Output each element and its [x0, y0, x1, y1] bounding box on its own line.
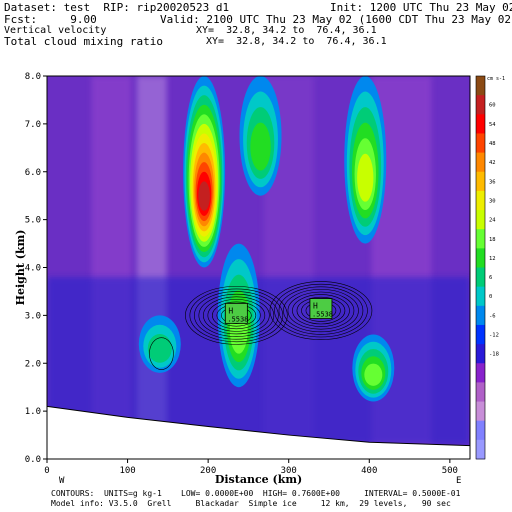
- colorbar-tick-label: 0: [489, 294, 492, 300]
- colorbar-tick-label: 36: [489, 179, 496, 185]
- colorbar-swatch: [476, 248, 485, 268]
- valid-time: Valid: 2100 UTC Thu 23 May 02 (1600 CDT …: [160, 13, 512, 26]
- cloud-contour: [278, 286, 364, 335]
- updraft-core-4: [367, 370, 380, 383]
- cloud-contour: [292, 294, 350, 327]
- cloud-contour: [212, 301, 261, 330]
- y-tick-label: 1.0: [25, 407, 41, 417]
- colorbar-tick-label: 18: [489, 237, 496, 243]
- cloud-contour: [283, 289, 359, 333]
- y-axis-label: Height (km): [14, 230, 27, 306]
- cloud-contour: [194, 291, 279, 340]
- cloud-max-box: [224, 302, 248, 324]
- colorbar-tick-label: -12: [489, 333, 499, 339]
- colorbar-swatch: [476, 152, 485, 173]
- colorbar-tick-label: 6: [489, 275, 492, 281]
- colorbar-tick-label: 30: [489, 198, 496, 204]
- cloud-contour: [296, 296, 346, 325]
- colorbar-swatch: [476, 420, 485, 441]
- colorbar-tick-label: -6: [489, 313, 496, 319]
- y-tick-label: 0.0: [25, 455, 41, 465]
- y-tick-label: 2.0: [25, 359, 41, 369]
- colorbar-swatch: [476, 229, 485, 249]
- x-tick-label: 500: [442, 466, 458, 476]
- cloud-contour: [185, 286, 288, 345]
- cloud-contour: [198, 293, 275, 337]
- cloud-max-value-1: .5538: [227, 315, 248, 323]
- updraft-core-0: [199, 190, 209, 206]
- colorbar-swatch: [476, 305, 485, 326]
- x-tick-label: 200: [200, 466, 216, 476]
- colorbar-swatch: [476, 382, 485, 403]
- colorbar-swatch: [476, 344, 485, 364]
- colorbar-swatch: [476, 363, 485, 383]
- east-end-label: E: [456, 476, 461, 486]
- y-tick-label: 6.0: [25, 168, 41, 178]
- field-name-cloud-mixing-ratio: Total cloud mixing ratio: [4, 35, 163, 48]
- updraft-core-2: [253, 138, 268, 163]
- cloud-contour: [287, 291, 355, 330]
- cloud-contour: [207, 299, 266, 332]
- colorbar-swatch: [476, 401, 485, 422]
- colorbar-swatch: [476, 76, 485, 96]
- colorbar-tick-label: 54: [489, 122, 496, 128]
- colorbar-swatch: [476, 267, 485, 288]
- cloud-contour: [149, 337, 174, 370]
- cloud-contour: [203, 296, 270, 335]
- terrain-fill: [47, 405, 470, 459]
- field-name-vertical-velocity: Vertical velocity: [4, 25, 107, 36]
- colorbar-swatch: [476, 95, 485, 115]
- colorbar-swatch: [476, 171, 485, 192]
- y-tick-label: 7.0: [25, 120, 41, 130]
- colorbar-tick-label: 48: [489, 141, 496, 147]
- init-time: Init: 1200 UTC Thu 23 May 02: [330, 1, 512, 14]
- cloud-max-value-2: .5538: [312, 311, 333, 319]
- x-tick-label: 300: [281, 466, 297, 476]
- colorbar-swatch: [476, 114, 485, 134]
- cloud-contour: [189, 288, 284, 343]
- contours-info: CONTOURS: UNITS=g kg-1 LOW= 0.0000E+00 H…: [51, 489, 461, 498]
- colorbar-swatch: [476, 190, 485, 211]
- colorbar-swatch: [476, 133, 485, 154]
- cross-section-endpoints-2: XY= 32.8, 34.2 to 76.4, 36.1: [206, 36, 387, 47]
- colorbar-swatch: [476, 324, 485, 345]
- colorbar-swatch: [476, 210, 485, 230]
- x-axis-label: Distance (km): [215, 473, 302, 486]
- colorbar-tick-label: -18: [489, 352, 499, 358]
- updraft-core-5: [152, 343, 168, 358]
- dataset-label: Dataset: test RIP: rip20020523 d1: [4, 1, 230, 14]
- colorbar-swatch: [476, 286, 485, 307]
- cloud-contour: [269, 281, 373, 340]
- y-tick-label: 3.0: [25, 311, 41, 321]
- colorbar-swatch: [476, 439, 485, 460]
- cloud-contour: [274, 283, 368, 338]
- cross-section-endpoints-1: XY= 32.8, 34.2 to 76.4, 36.1: [196, 25, 377, 36]
- cloud-max-box: [309, 298, 333, 319]
- west-end-label: W: [59, 476, 65, 486]
- forecast-hour: Fcst: 9.00: [4, 13, 97, 26]
- cloud-max-marker-1: H: [228, 306, 233, 315]
- updraft-core-3: [359, 169, 371, 194]
- colorbar-tick-label: 42: [489, 160, 496, 166]
- colorbar-units: cm s-1: [487, 76, 505, 82]
- y-tick-label: 4.0: [25, 264, 41, 274]
- cloud-max-marker-2: H: [313, 302, 318, 311]
- x-tick-label: 100: [119, 466, 135, 476]
- y-tick-label: 5.0: [25, 216, 41, 226]
- model-info: Model info: V3.5.0 Grell Blackadar Simpl…: [51, 499, 451, 508]
- colorbar-tick-label: 24: [489, 218, 496, 224]
- colorbar-tick-label: 12: [489, 256, 496, 262]
- x-tick-label: 0: [44, 466, 49, 476]
- colorbar-tick-label: 60: [489, 103, 496, 109]
- colorbar-frame: [475, 75, 486, 460]
- y-tick-label: 8.0: [25, 72, 41, 82]
- x-tick-label: 400: [361, 466, 377, 476]
